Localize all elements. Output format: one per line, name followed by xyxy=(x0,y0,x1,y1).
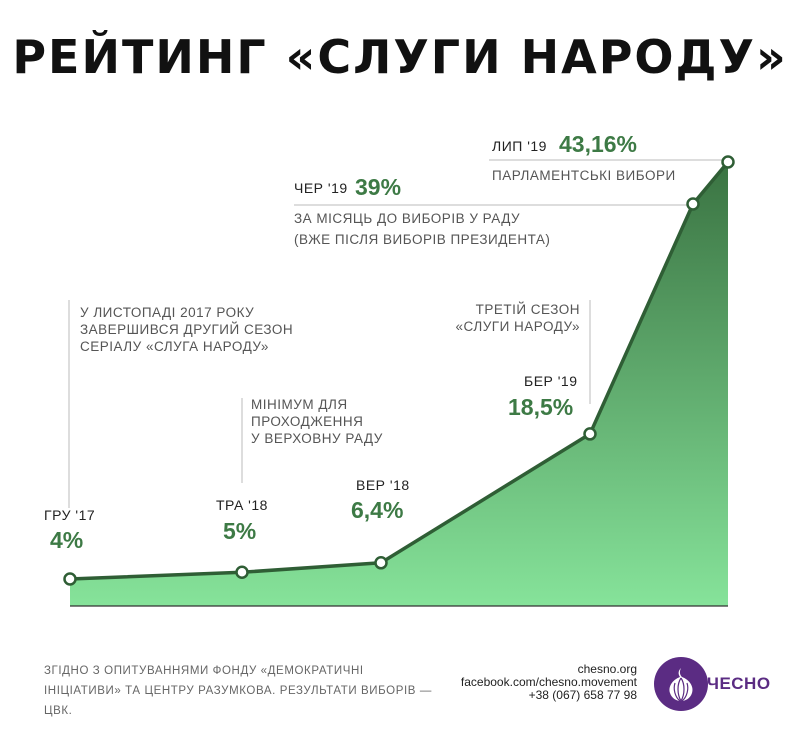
x-label-2: ВЕР '18 xyxy=(356,477,410,493)
chesno-logo[interactable]: ЧЕСНО xyxy=(653,656,773,712)
value-label-5: 43,16% xyxy=(559,131,637,157)
value-label-3: 18,5% xyxy=(508,394,573,420)
series-line xyxy=(68,160,730,581)
x-label-4: ЧЕР '19 xyxy=(294,180,348,196)
x-label-1: ТРА '18 xyxy=(216,497,268,513)
x-label-5: ЛИП '19 xyxy=(492,138,547,154)
x-label-3: БЕР '19 xyxy=(524,373,578,389)
contact-website[interactable]: chesno.org xyxy=(577,662,637,676)
annotation-season3-line-2: «СЛУГИ НАРОДУ» xyxy=(456,319,580,334)
x-label-0: ГРУ '17 xyxy=(44,507,95,523)
data-point-4 xyxy=(686,197,700,211)
value-label-1: 5% xyxy=(223,518,256,544)
value-label-4: 39% xyxy=(355,174,401,200)
annotation-threshold-line-3: У ВЕРХОВНУ РАДУ xyxy=(251,431,383,446)
annotation-threshold-line-1: МІНІМУМ ДЛЯ xyxy=(251,397,348,412)
contacts: chesno.org facebook.com/chesno.movement … xyxy=(461,663,637,702)
annotation-season2-line-3: СЕРІАЛУ «СЛУГА НАРОДУ» xyxy=(80,339,269,354)
area-fill xyxy=(70,162,728,606)
value-label-2: 6,4% xyxy=(351,497,403,523)
annotation-parliament: ПАРЛАМЕНТСЬКІ ВИБОРИ xyxy=(492,168,676,183)
annotation-before-elections-line-2: (ВЖЕ ПІСЛЯ ВИБОРІВ ПРЕЗИДЕНТА) xyxy=(294,232,550,247)
source-note: ЗГІДНО З ОПИТУВАННЯМИ ФОНДУ «ДЕМОКРАТИЧН… xyxy=(44,665,432,717)
logo-text: ЧЕСНО xyxy=(707,674,771,693)
contact-facebook[interactable]: facebook.com/chesno.movement xyxy=(460,675,637,689)
annotation-threshold-line-2: ПРОХОДЖЕННЯ xyxy=(251,414,363,429)
contact-phone: +38 (067) 658 77 98 xyxy=(528,688,637,702)
page-title: РЕЙТИНГ «СЛУГИ НАРОДУ» xyxy=(12,30,788,84)
value-label-0: 4% xyxy=(50,527,83,553)
data-point-1 xyxy=(235,565,249,579)
data-point-0 xyxy=(63,572,77,586)
annotation-season3-line-1: ТРЕТІЙ СЕЗОН xyxy=(476,302,580,317)
annotation-before-elections-line-1: ЗА МІСЯЦЬ ДО ВИБОРІВ У РАДУ xyxy=(294,211,520,226)
annotation-season2-line-1: У ЛИСТОПАДІ 2017 РОКУ xyxy=(80,305,254,320)
data-point-5 xyxy=(721,155,735,169)
data-point-2 xyxy=(374,556,388,570)
data-point-3 xyxy=(583,427,597,441)
annotation-season2-line-2: ЗАВЕРШИВСЯ ДРУГИЙ СЕЗОН xyxy=(80,322,293,337)
garlic-logo-icon xyxy=(654,657,708,711)
rating-chart: ГРУ '17 4% ТРА '18 5% ВЕР '18 6,4% БЕР '… xyxy=(44,131,735,607)
